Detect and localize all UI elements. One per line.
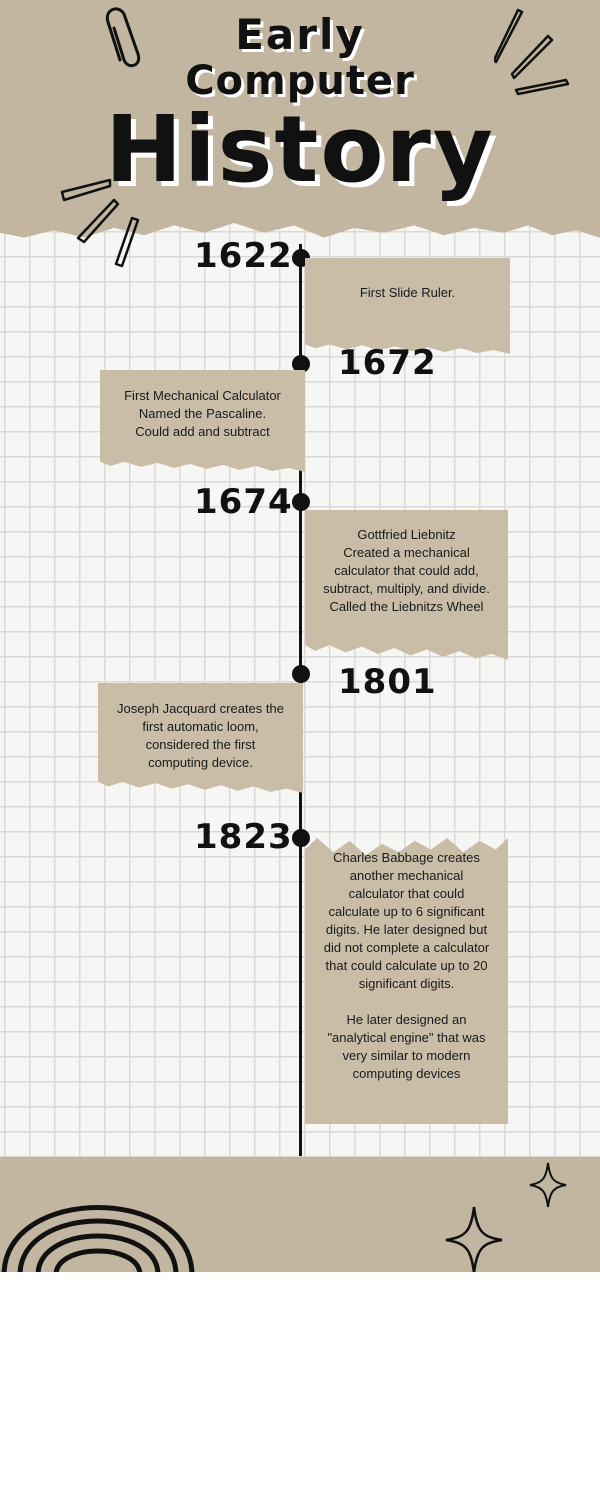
timeline-year: 1801: [338, 662, 437, 702]
burst-lines-icon: [494, 8, 570, 96]
footer-paper: [0, 1157, 600, 1272]
timeline-year: 1823: [194, 817, 293, 857]
rainbow-arches-icon: [1, 1205, 195, 1272]
paperclip-icon: [105, 7, 141, 68]
title-line-2: Computer: [185, 58, 415, 104]
timeline-card: First Mechanical Calculator Named the Pa…: [100, 370, 305, 472]
timeline-year: 1622: [194, 236, 293, 276]
timeline-dot: [292, 493, 310, 511]
timeline-year: 1674: [194, 482, 293, 522]
sparkle-star-icon: [529, 1162, 567, 1208]
title-line-1: Early: [235, 10, 365, 59]
burst-lines-icon: [60, 178, 140, 268]
timeline-year: 1672: [338, 343, 437, 383]
timeline-dot: [292, 355, 310, 373]
title-line-3: History: [105, 96, 495, 203]
timeline-dot: [292, 829, 310, 847]
timeline-card: Gottfried Liebnitz Created a mechanical …: [305, 510, 508, 660]
timeline-card: Charles Babbage creates another mechanic…: [305, 838, 508, 1124]
timeline-card: Joseph Jacquard creates the first automa…: [98, 683, 303, 793]
infographic-poster: Early Computer History 1622 First Slide …: [0, 0, 600, 1272]
sparkle-star-icon: [445, 1206, 503, 1272]
timeline-card: First Slide Ruler.: [305, 258, 510, 354]
timeline-dot: [292, 665, 310, 683]
header-torn-paper: [0, 0, 600, 238]
